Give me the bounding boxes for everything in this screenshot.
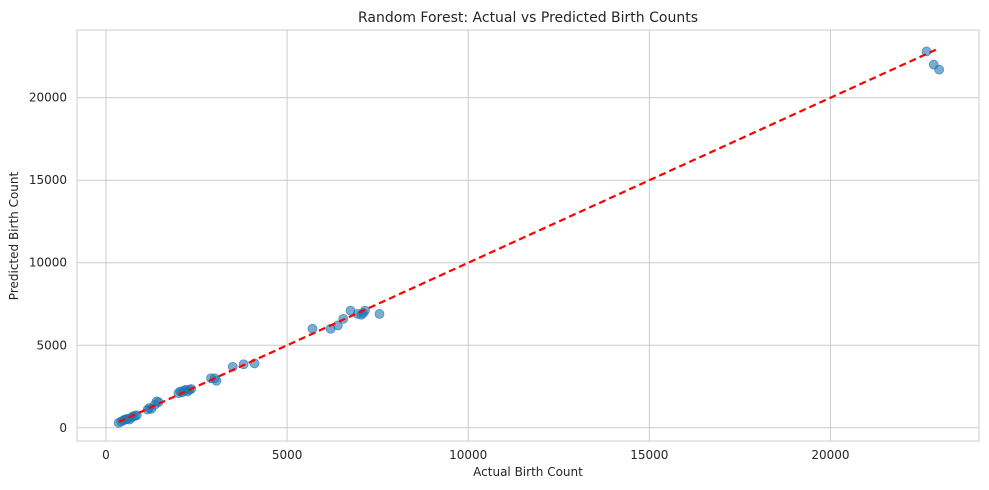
grid-lines (77, 30, 979, 441)
y-axis-label: Predicted Birth Count (7, 172, 21, 301)
y-tick-label: 10000 (29, 256, 67, 270)
scatter-point (374, 309, 385, 319)
y-tick-label: 20000 (29, 91, 67, 105)
plot-frame (76, 29, 980, 442)
chart-title: Random Forest: Actual vs Predicted Birth… (358, 10, 698, 26)
reference-line (118, 47, 940, 424)
x-tick-label: 15000 (630, 448, 668, 462)
scatter-point (211, 375, 222, 386)
x-axis-label: Actual Birth Count (473, 465, 583, 479)
scatter-point (332, 320, 343, 331)
y-tick-label: 5000 (36, 338, 67, 352)
scatter-point (934, 64, 945, 75)
x-tick-label: 10000 (449, 448, 487, 462)
y-tick-label: 15000 (29, 173, 67, 187)
scatter-point (307, 323, 318, 334)
series (113, 46, 945, 428)
x-tick-label: 0 (102, 448, 110, 462)
tick-labels: 0 5000 10000 15000 20000 0 5000 10000 15000 20000 (29, 91, 850, 462)
y-tick-label: 0 (59, 421, 67, 435)
x-tick-label: 5000 (272, 448, 303, 462)
x-tick-label: 20000 (811, 448, 849, 462)
